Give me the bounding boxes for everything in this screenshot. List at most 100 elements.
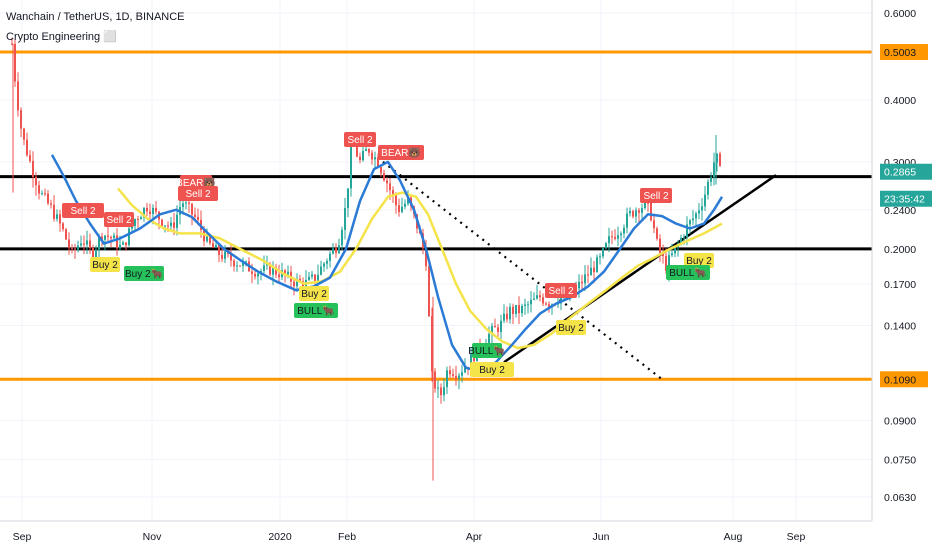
candle-body [428,266,430,317]
signal-background [640,188,672,203]
fast-moving-average-line [50,154,724,373]
candle-body [245,261,247,263]
time-tick-label: 2020 [268,531,292,543]
candle-body [635,210,637,217]
candle-body [212,243,214,248]
price-tick-label: 0.2000 [884,244,916,256]
signal-background [178,186,218,201]
indicator-label[interactable]: Crypto Engineering ⬜ [6,31,117,43]
candle-body [182,203,184,208]
candle-body [53,204,55,219]
candle-body [386,180,388,184]
candle-body [17,81,19,111]
price-tick-label: 0.0750 [884,455,916,467]
time-tick-label: Sep [13,531,32,543]
signal-background [556,320,586,335]
candle-body [347,188,349,208]
candle-body [170,222,172,227]
candle-body [665,256,667,271]
level-tag-text: 0.1090 [884,374,916,386]
price-tick-label: 0.6000 [884,8,916,20]
candle-body [275,267,277,275]
candle-body [524,304,526,306]
candle-body [641,208,643,213]
candle-body [653,220,655,229]
candle-body [320,266,322,275]
candle-body [698,210,700,214]
candle-body [503,313,505,321]
candle-body [209,235,211,244]
signal-background [294,303,338,318]
signal-text: Sell 2 [185,189,210,200]
candle-body [683,237,685,239]
candle-body [638,210,640,213]
candle-body [383,173,385,181]
candle-body [587,274,589,276]
candle-body [86,240,88,245]
signal-background [378,145,424,160]
candle-body [224,251,226,259]
candle-body [269,264,271,275]
candle-body [599,256,601,258]
candle-body [107,235,109,237]
signal-text: BEAR🐻 [381,146,421,159]
candle-body [125,242,127,246]
candle-body [593,267,595,273]
candle-body [518,304,520,314]
candle-body [671,253,673,256]
candle-body [716,153,718,163]
signal-background [545,283,577,298]
candle-body [41,193,43,195]
candle-body [431,316,433,372]
candle-body [656,228,658,239]
price-tick-label: 0.0900 [884,415,916,427]
candle-body [83,243,85,245]
candle-body [293,281,295,287]
candle-body [206,235,208,242]
price-axis[interactable]: 0.60000.50000.40000.30000.24000.20000.17… [871,0,932,550]
candle-body [95,249,97,259]
candle-body [161,219,163,226]
candle-body [194,214,196,217]
candle-body [308,276,310,280]
signal-sell-label: Sell 2 [344,132,376,147]
candle-body [104,235,106,240]
candle-body [629,210,631,214]
candle-body [632,210,634,217]
candle-body [707,181,709,195]
uptrend-line [503,174,777,364]
candle-body [23,128,25,140]
time-tick-label: Feb [338,531,356,543]
candle-body [647,202,649,204]
candle-body [380,167,382,174]
candle-body [581,281,583,284]
candle-body [605,243,607,249]
candle-body [368,149,370,153]
candle-body [404,203,406,207]
candle-body [536,295,538,299]
signal-text: Sell 2 [643,191,668,202]
symbol-title[interactable]: Wanchain / TetherUS, 1D, BINANCE [6,11,185,23]
candle-body [317,274,319,281]
candle-body [188,202,190,204]
signal-sell-label: Sell 2 [178,186,218,201]
signal-text: Buy 2 [686,256,712,267]
candle-body [692,218,694,221]
level-tag-text: 0.5003 [884,47,916,59]
candle-body [389,183,391,191]
candle-body [494,326,496,328]
signal-text: Buy 2 [92,260,118,271]
candle-body [689,220,691,225]
candle-body [191,203,193,215]
candle-body [101,236,103,240]
candle-body [446,370,448,388]
candle-body [236,265,238,267]
candle-body [374,157,376,160]
candle-body [299,278,301,282]
signal-buy-label: Buy 2 [684,253,714,268]
candle-body [530,299,532,305]
candle-body [719,153,721,166]
time-axis[interactable]: Sep Nov 2020 Feb Apr Jun Aug Sep [0,520,872,550]
candle-body [626,213,628,228]
